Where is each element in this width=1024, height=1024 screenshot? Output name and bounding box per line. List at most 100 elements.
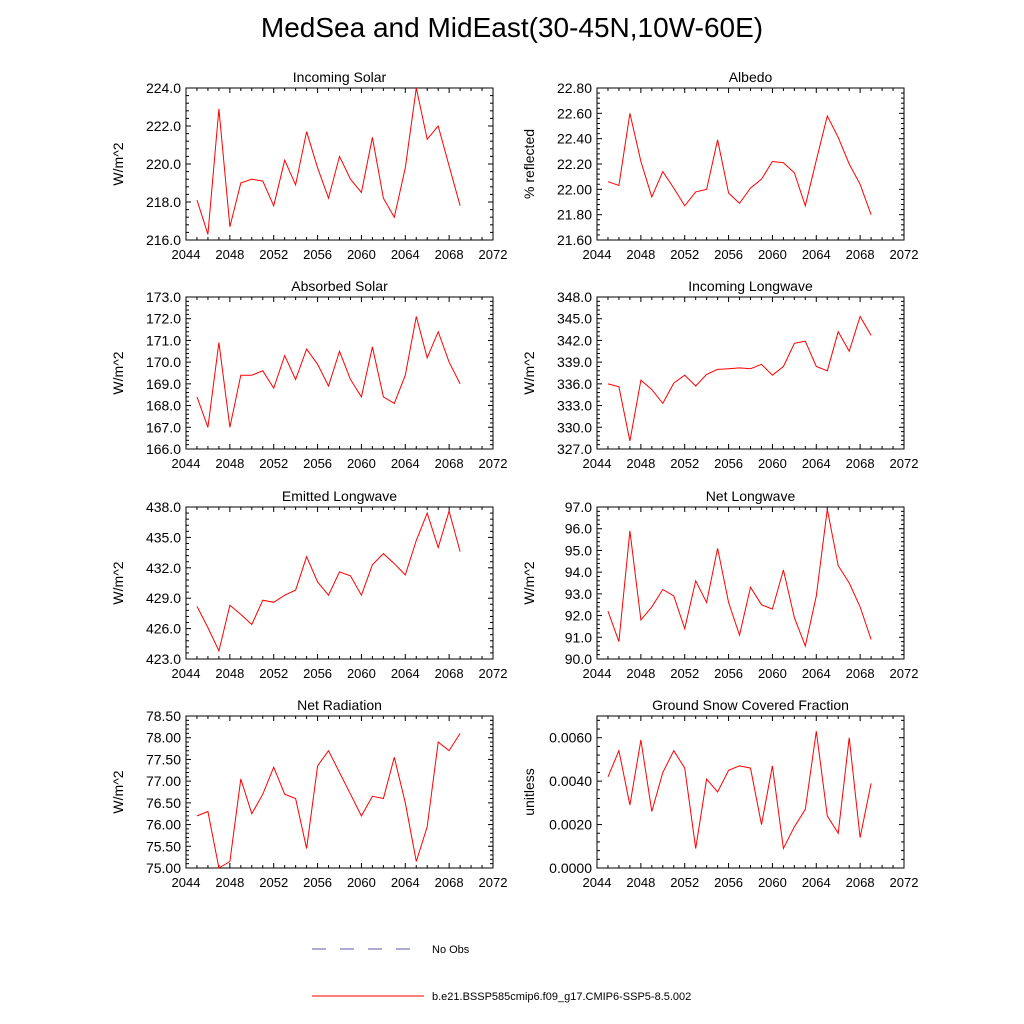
x-tick-label: 2048 [626,666,655,681]
y-axis-label: W/m^2 [110,142,126,185]
x-tick-label: 2072 [890,247,919,262]
x-tick-label: 2060 [347,247,376,262]
y-tick-label: 333.0 [557,398,592,414]
x-tick-label: 2072 [479,666,508,681]
x-tick-label: 2044 [172,247,201,262]
x-tick-label: 2044 [583,456,612,471]
chart-panel: 2044 2048 2052 2056 2060 2064 2068 2072 0.0000 0.… [521,697,918,890]
y-tick-label: 222.0 [146,118,181,134]
y-tick-label: 327.0 [557,441,592,457]
y-tick-label: 93.0 [565,586,592,602]
x-tick-label: 2072 [890,875,919,890]
y-tick-label: 166.0 [146,441,181,457]
y-tick-label: 218.0 [146,194,181,210]
y-tick-label: 171.0 [146,332,181,348]
plot-frame [596,296,905,450]
panel-title: Net Longwave [706,488,796,504]
y-tick-label: 75.50 [146,838,181,854]
x-tick-label: 2048 [215,666,244,681]
x-tick-label: 2060 [758,456,787,471]
y-tick-label: 342.0 [557,332,592,348]
x-tick-label: 2044 [172,875,201,890]
y-axis-label: W/m^2 [110,351,126,394]
x-tick-label: 2048 [626,875,655,890]
chart-panel: 2044 2048 2052 2056 2060 2064 2068 2072 75.00 75.… [110,697,507,890]
legend-obs-label: No Obs [432,944,470,956]
x-tick-label: 2068 [846,247,875,262]
x-tick-label: 2060 [347,875,376,890]
series-line [607,113,872,215]
series-line [607,509,872,648]
y-tick-label: 0.0020 [549,817,592,833]
x-tick-label: 2052 [259,875,288,890]
x-tick-label: 2072 [479,456,508,471]
x-tick-label: 2056 [303,247,332,262]
panel-title: Absorbed Solar [291,278,388,294]
x-tick-label: 2048 [215,247,244,262]
x-tick-label: 2064 [802,456,831,471]
y-axis-label: unitless [521,768,537,815]
x-tick-label: 2072 [890,456,919,471]
y-tick-label: 224.0 [146,80,181,96]
y-tick-label: 168.0 [146,398,181,414]
x-tick-label: 2072 [479,247,508,262]
chart-panel: 2044 2048 2052 2056 2060 2064 2068 2072 327.0 330… [521,278,918,471]
y-tick-label: 339.0 [557,354,592,370]
x-tick-label: 2044 [583,666,612,681]
y-tick-label: 432.0 [146,560,181,576]
y-tick-label: 169.0 [146,376,181,392]
x-tick-label: 2064 [391,456,420,471]
x-tick-label: 2064 [802,247,831,262]
legend-series-label: b.e21.BSSP585cmip6.f09_g17.CMIP6-SSP5-8.… [432,991,691,1003]
y-axis-label: % reflected [521,129,537,199]
x-tick-label: 2056 [714,456,743,471]
y-tick-label: 172.0 [146,311,181,327]
x-tick-label: 2072 [890,666,919,681]
y-axis-label: W/m^2 [110,770,126,813]
panel-title: Incoming Solar [293,69,387,85]
y-tick-label: 92.0 [565,608,592,624]
y-tick-label: 22.20 [557,156,592,172]
y-tick-label: 0.0000 [549,860,592,876]
x-tick-label: 2060 [347,456,376,471]
x-tick-label: 2044 [583,875,612,890]
y-tick-label: 95.0 [565,542,592,558]
plot-frame [596,87,905,241]
x-tick-label: 2060 [347,666,376,681]
x-tick-label: 2068 [435,666,464,681]
y-tick-label: 216.0 [146,232,181,248]
panel-title: Ground Snow Covered Fraction [652,697,849,713]
y-tick-label: 91.0 [565,629,592,645]
x-tick-label: 2064 [391,875,420,890]
y-tick-label: 22.60 [557,105,592,121]
x-tick-label: 2048 [626,247,655,262]
x-tick-label: 2056 [303,456,332,471]
x-tick-label: 2064 [391,666,420,681]
y-tick-label: 423.0 [146,651,181,667]
series-line [196,316,461,428]
y-tick-label: 345.0 [557,311,592,327]
y-tick-label: 22.00 [557,181,592,197]
y-axis-label: W/m^2 [521,351,537,394]
series-line [607,315,872,442]
y-tick-label: 170.0 [146,354,181,370]
chart-panel: 2044 2048 2052 2056 2060 2064 2068 2072 21.60 21.… [521,69,918,262]
x-tick-label: 2064 [802,875,831,890]
x-tick-label: 2068 [435,247,464,262]
x-tick-label: 2056 [303,875,332,890]
y-tick-label: 435.0 [146,529,181,545]
x-tick-label: 2056 [714,666,743,681]
y-tick-label: 96.0 [565,521,592,537]
y-tick-label: 97.0 [565,499,592,515]
y-tick-label: 173.0 [146,289,181,305]
panel-title: Net Radiation [297,697,382,713]
y-tick-label: 77.00 [146,773,181,789]
x-tick-label: 2068 [846,456,875,471]
panel-title: Incoming Longwave [688,278,813,294]
y-tick-label: 0.0060 [549,730,592,746]
x-tick-label: 2052 [259,456,288,471]
y-tick-label: 0.0040 [549,773,592,789]
x-tick-label: 2064 [802,666,831,681]
y-tick-label: 22.80 [557,80,592,96]
x-tick-label: 2056 [714,247,743,262]
